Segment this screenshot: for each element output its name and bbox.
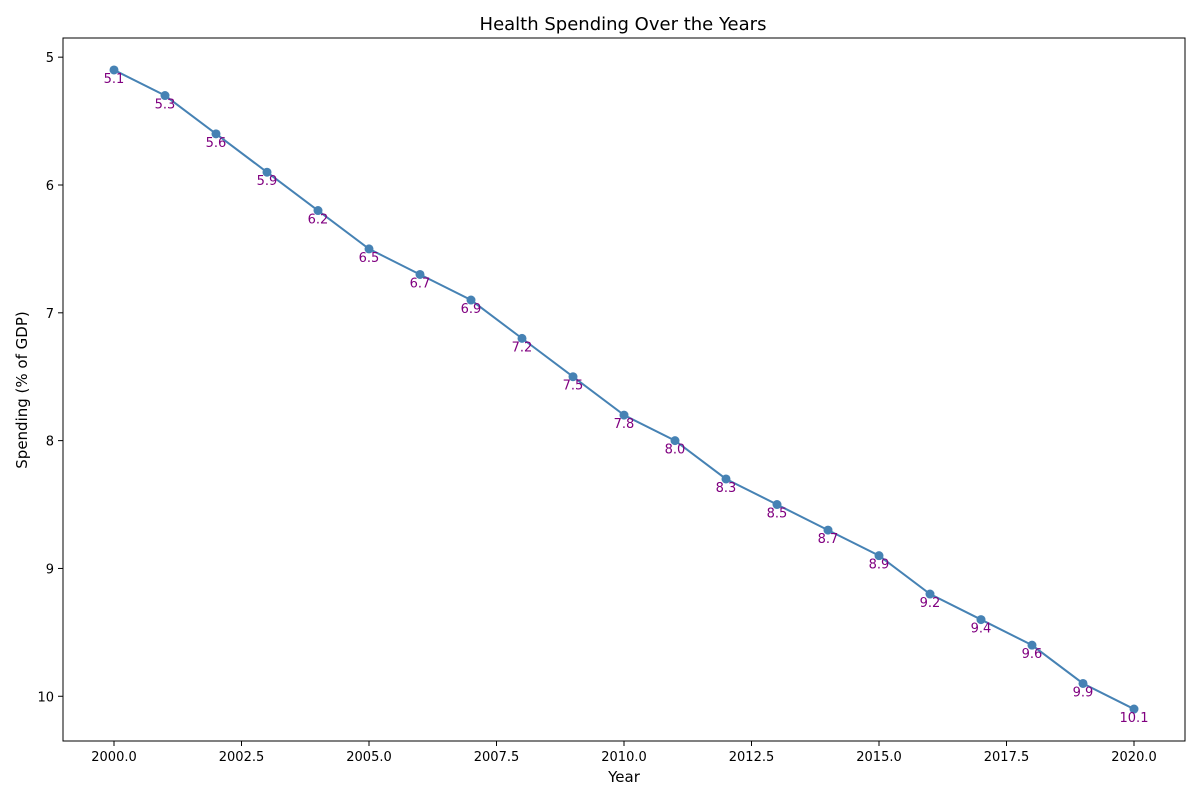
data-label: 9.2: [920, 596, 941, 611]
data-label: 9.6: [1022, 647, 1043, 662]
data-label: 8.5: [767, 507, 788, 522]
x-axis-title: Year: [607, 768, 641, 786]
data-point: [619, 410, 629, 420]
data-label: 5.9: [257, 174, 278, 189]
y-axis-title: Spending (% of GDP): [13, 311, 31, 468]
data-label: 6.7: [410, 276, 431, 291]
y-tick-label: 5: [46, 51, 54, 66]
data-point: [772, 500, 782, 510]
data-point: [109, 65, 119, 75]
data-point: [211, 129, 221, 139]
x-tick-label: 2017.5: [984, 750, 1030, 765]
x-tick-label: 2005.0: [346, 750, 392, 765]
data-label: 8.7: [818, 532, 839, 547]
data-point: [925, 589, 935, 599]
data-point: [1129, 704, 1139, 714]
data-label: 9.9: [1073, 685, 1094, 700]
data-point: [415, 269, 425, 279]
data-label: 7.8: [614, 417, 635, 432]
x-tick-label: 2000.0: [91, 750, 137, 765]
chart-title: Health Spending Over the Years: [480, 14, 767, 35]
data-label: 7.2: [512, 340, 533, 355]
data-label: 5.6: [206, 136, 227, 151]
data-point: [1027, 640, 1037, 650]
data-point: [568, 372, 578, 382]
data-label: 5.1: [104, 72, 125, 87]
data-label: 6.5: [359, 251, 380, 266]
data-label: 9.4: [971, 622, 992, 637]
x-tick-label: 2002.5: [219, 750, 265, 765]
x-axis: 2000.0 2002.5 2005.0 2007.5 2010.0 2012.5 2015…: [91, 741, 1157, 765]
data-point: [976, 615, 986, 625]
data-label: 8.9: [869, 558, 890, 573]
y-tick-label: 6: [46, 179, 54, 194]
data-point: [517, 333, 527, 343]
data-label: 6.2: [308, 213, 329, 228]
data-point: [874, 551, 884, 561]
data-point: [160, 91, 170, 101]
series-line: [113, 69, 1135, 710]
data-point: [262, 167, 272, 177]
y-tick-label: 8: [46, 435, 54, 450]
data-point: [313, 206, 323, 216]
x-tick-label: 2012.5: [729, 750, 775, 765]
y-axis: 5 6 7 8 9 10: [37, 51, 63, 705]
data-point: [721, 474, 731, 484]
x-tick-label: 2007.5: [474, 750, 520, 765]
plot-area: 5.1 5.3 5.6 5.9 6.2 6.5 6.7 6.9 7.2 7.5 7.8 8.0 8.3 8…: [104, 65, 1149, 726]
y-tick-label: 10: [37, 690, 54, 705]
plot-frame: [62, 37, 1186, 742]
x-tick-label: 2015.0: [856, 750, 902, 765]
data-label: 8.3: [716, 481, 737, 496]
data-label: 6.9: [461, 302, 482, 317]
data-point: [670, 436, 680, 446]
data-point: [466, 295, 476, 305]
x-tick-label: 2020.0: [1111, 750, 1157, 765]
data-label: 8.0: [665, 443, 686, 458]
y-tick-label: 7: [46, 307, 54, 322]
data-point: [1078, 678, 1088, 688]
data-label: 7.5: [563, 379, 584, 394]
x-tick-label: 2010.0: [601, 750, 647, 765]
data-point: [823, 525, 833, 535]
data-label: 10.1: [1120, 711, 1149, 726]
y-tick-label: 9: [46, 562, 54, 577]
data-point: [364, 244, 374, 254]
data-label: 5.3: [155, 98, 176, 113]
